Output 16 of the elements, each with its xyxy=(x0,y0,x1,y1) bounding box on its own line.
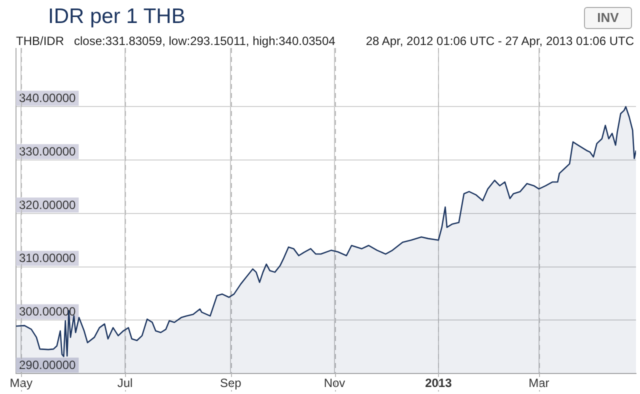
text: INV xyxy=(584,7,632,29)
annotation: 28 Apr, 2012 01:06 UTC - 27 Apr, 2013 01:06 UTC xyxy=(366,34,634,48)
chart-subtitle: THB/IDR close:331.83059, low:293.15011, high:340.03504 xyxy=(16,34,336,48)
y-tick-label: 320.00000 xyxy=(19,198,76,212)
x-tick-label: Mar xyxy=(528,376,550,390)
y-tick-label: 290.00000 xyxy=(19,358,76,372)
y-tick-label: 310.00000 xyxy=(19,251,76,266)
y-tick-label: 340.00000 xyxy=(19,91,76,106)
chart-title: IDR per 1 THB xyxy=(48,5,186,29)
y-tick-label: 300.00000 xyxy=(19,304,76,319)
x-tick-label: 2013 xyxy=(425,376,452,390)
x-tick-label: Sep xyxy=(220,376,242,390)
x-tick-label: Nov xyxy=(324,376,346,390)
x-tick-label: Jul xyxy=(117,376,133,390)
x-tick-label: May xyxy=(10,376,32,390)
y-tick-label: 330.00000 xyxy=(19,144,76,158)
